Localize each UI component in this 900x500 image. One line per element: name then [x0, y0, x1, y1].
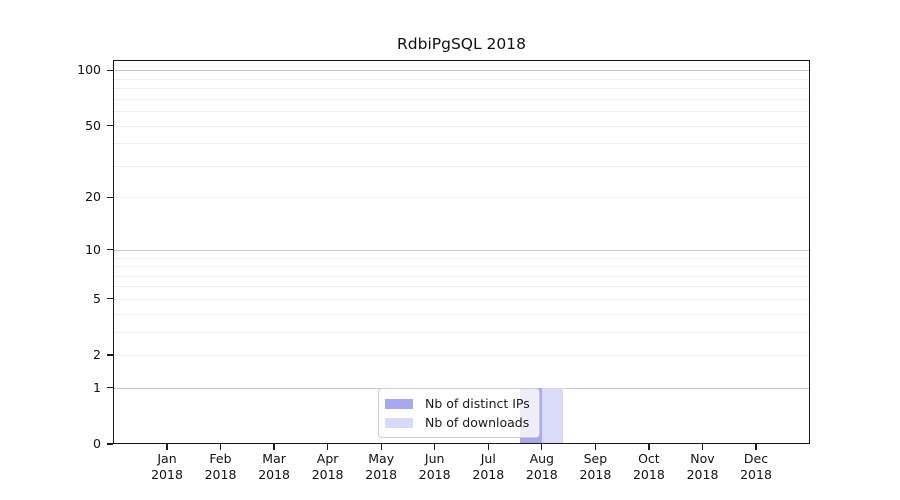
gridline-minor: [113, 331, 810, 333]
x-tick-mark: [434, 444, 436, 450]
x-tick-month: Apr: [316, 451, 339, 466]
gridline-minor: [113, 143, 810, 145]
x-tick-mark: [327, 444, 329, 450]
y-tick-mark: [106, 249, 113, 251]
x-tick-label: Jan 2018: [135, 451, 199, 482]
y-tick-label: 1: [93, 379, 101, 395]
x-tick-label: Apr 2018: [296, 451, 360, 482]
gridline-minor: [113, 197, 810, 199]
legend-item-downloads: Nb of downloads: [385, 413, 530, 432]
gridline-minor: [113, 355, 810, 356]
gridline-minor: [113, 266, 810, 267]
gridline-minor: [113, 78, 810, 80]
x-tick-month: Mar: [262, 451, 286, 466]
x-tick-month: Jul: [480, 451, 496, 466]
y-tick-mark: [106, 387, 113, 389]
x-tick-label: Aug 2018: [510, 451, 574, 482]
x-tick-month: Nov: [690, 451, 715, 466]
x-tick-mark: [219, 444, 222, 450]
gridline-minor: [113, 111, 810, 112]
x-tick-year: 2018: [418, 466, 451, 482]
gridline-major: [113, 249, 810, 251]
y-tick-mark: [106, 443, 113, 445]
x-tick-mark: [166, 444, 168, 450]
y-tick-mark: [106, 196, 113, 198]
y-tick-mark: [106, 69, 113, 71]
x-tick-label: Dec 2018: [724, 451, 788, 482]
x-tick-label: Mar 2018: [242, 451, 306, 482]
gridline-minor: [113, 313, 810, 315]
x-tick-year: 2018: [525, 466, 558, 482]
x-tick-year: 2018: [258, 466, 290, 482]
x-tick-year: 2018: [632, 466, 665, 482]
gridline-major: [113, 70, 810, 72]
y-tick-label: 20: [85, 189, 101, 205]
legend-label-downloads: Nb of downloads: [425, 415, 530, 430]
x-tick-year: 2018: [151, 466, 183, 482]
bar-nb-of-downloads: [541, 387, 564, 444]
x-tick-year: 2018: [311, 466, 344, 482]
x-tick-month: Oct: [638, 451, 660, 466]
y-tick-label: 10: [85, 241, 101, 257]
x-tick-label: May 2018: [349, 451, 413, 482]
gridline-minor: [113, 275, 810, 277]
x-tick-mark: [701, 444, 704, 450]
x-tick-year: 2018: [579, 466, 612, 482]
x-tick-year: 2018: [686, 466, 719, 482]
x-tick-year: 2018: [740, 466, 772, 482]
plot-area: 0 1 2 5 10 20 50 100 Jan 2018 Feb 2018 Mar 2018 Apr 20…: [77, 60, 810, 482]
gridline-minor: [113, 286, 810, 288]
x-tick-mark: [487, 444, 489, 450]
legend-item-distinct-ips: Nb of distinct IPs: [385, 394, 530, 413]
plot-frame: [113, 60, 810, 444]
y-tick-label: 5: [93, 290, 101, 306]
y-tick-mark: [106, 354, 113, 356]
x-tick-label: Jun 2018: [403, 451, 467, 482]
x-tick-label: Sep 2018: [563, 451, 627, 482]
x-tick-month: Sep: [583, 451, 608, 466]
x-tick-month: May: [368, 451, 395, 466]
x-tick-month: Jan: [157, 451, 177, 466]
legend: Nb of distinct IPs Nb of downloads: [378, 388, 540, 438]
x-tick-mark: [541, 444, 543, 450]
y-tick-label: 50: [85, 117, 101, 133]
x-tick-label: Nov 2018: [671, 451, 735, 482]
gridline-minor: [113, 88, 810, 89]
x-tick-label: Jul 2018: [456, 451, 520, 482]
x-tick-month: Jun: [424, 451, 445, 466]
x-tick-label: Oct 2018: [617, 451, 681, 482]
x-tick-year: 2018: [365, 466, 398, 482]
legend-swatch-downloads: [385, 417, 413, 428]
y-tick-mark: [106, 124, 113, 127]
x-tick-year: 2018: [472, 466, 505, 482]
x-tick-mark: [755, 444, 757, 450]
x-tick-mark: [648, 444, 650, 450]
chart-title: RdbiPgSQL 2018: [397, 35, 526, 53]
y-tick-label: 2: [93, 347, 101, 362]
x-tick-month: Feb: [209, 451, 232, 466]
gridline-minor: [113, 298, 810, 300]
gridline-minor: [113, 98, 810, 100]
x-tick-mark: [273, 444, 275, 450]
legend-label-distinct-ips: Nb of distinct IPs: [425, 396, 530, 411]
y-tick-mark: [106, 298, 113, 300]
gridline-minor: [113, 257, 810, 259]
x-tick-month: Dec: [743, 451, 769, 466]
legend-swatch-distinct-ips: [385, 398, 413, 409]
x-tick-mark: [594, 444, 596, 450]
gridline-minor: [113, 165, 810, 167]
x-tick-mark: [380, 444, 382, 450]
y-tick-label: 0: [93, 436, 101, 451]
x-tick-label: Feb 2018: [189, 451, 253, 482]
x-tick-month: Aug: [529, 451, 554, 466]
y-tick-label: 100: [77, 62, 101, 78]
gridline-minor: [113, 125, 810, 127]
x-tick-year: 2018: [204, 466, 237, 482]
